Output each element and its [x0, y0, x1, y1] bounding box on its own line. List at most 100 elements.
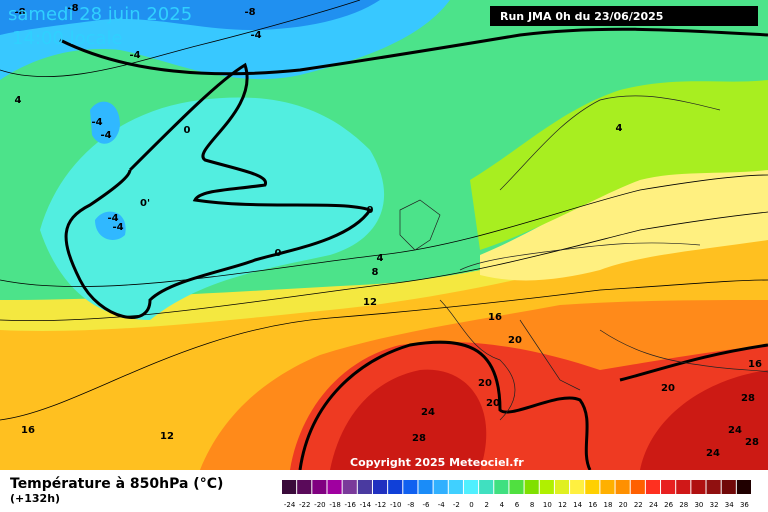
scale-label: 16 [588, 501, 597, 509]
contour-label: 16 [21, 425, 35, 436]
scale-label: -22 [299, 501, 310, 509]
contour-label: 24 [728, 425, 742, 436]
contour-label: 0' [140, 198, 150, 209]
scale-label: 20 [619, 501, 628, 509]
contour-label: 20 [508, 335, 522, 346]
contour-label: 0 [184, 125, 191, 136]
contour-label: 4 [377, 253, 384, 264]
contour-label: 24 [421, 407, 435, 418]
scale-swatch [403, 480, 418, 494]
scale-label: -20 [314, 501, 325, 509]
contour-label: -4 [112, 222, 123, 233]
scale-swatch [706, 480, 721, 494]
scale-label: 2 [484, 501, 488, 509]
scale-swatch [661, 480, 676, 494]
contour-label: 28 [745, 437, 759, 448]
scale-swatch [554, 480, 570, 494]
scale-swatch [615, 480, 630, 494]
scale-label: 30 [694, 501, 703, 509]
scale-swatch [418, 480, 433, 494]
contour-label: 28 [741, 393, 755, 404]
scale-swatch [736, 480, 751, 494]
scale-swatch [282, 480, 297, 494]
scale-label: -2 [453, 501, 460, 509]
scale-label: 12 [558, 501, 567, 509]
scale-label: 22 [634, 501, 643, 509]
footer-title: Température à 850hPa (°C) [10, 476, 223, 492]
scale-swatch [570, 480, 585, 494]
scale-label: -24 [284, 501, 296, 509]
contour-label: -8 [67, 3, 78, 14]
scale-label: 24 [649, 501, 658, 509]
isotherm-thin [0, 0, 768, 421]
scale-swatch [676, 480, 691, 494]
scale-label: 0 [469, 501, 473, 509]
scale-swatch [494, 480, 509, 494]
temperature-zone [90, 101, 126, 240]
temperature-zone [0, 0, 450, 80]
date-label: samedi 28 juin 2025 [8, 4, 192, 25]
copyright: Copyright 2025 Meteociel.fr [350, 456, 524, 469]
contour-label: 16 [748, 359, 762, 370]
color-scale: -24 -22 -20 -18 -16 -14 -12 -10 -8 -6 -4 -2 0 2 4 6 8 10 1… [282, 480, 751, 509]
contour-label: 20 [661, 383, 675, 394]
scale-label: 6 [515, 501, 520, 509]
scale-label: 10 [543, 501, 552, 509]
contour-label: -8 [244, 7, 255, 18]
contour-label: -4 [250, 30, 261, 41]
scale-swatch [297, 480, 312, 494]
scale-swatch [312, 480, 327, 494]
scale-swatch [448, 480, 463, 494]
scale-swatch [721, 480, 736, 494]
scale-swatch [463, 480, 479, 494]
contour-label: -4 [107, 213, 118, 224]
scale-label: -18 [329, 501, 340, 509]
temperature-zone [40, 97, 385, 320]
contour-label: 12 [363, 297, 377, 308]
contour-label: -8 [14, 7, 25, 18]
scale-swatch [479, 480, 494, 494]
contour-label: 20 [478, 378, 492, 389]
temperature-zone [0, 0, 380, 35]
scale-swatch [524, 480, 539, 494]
temperature-zone [330, 369, 487, 470]
scale-label: 36 [740, 501, 749, 509]
scale-label: -16 [345, 501, 357, 509]
scale-swatch [342, 480, 357, 494]
contour-label: -4 [91, 117, 102, 128]
scale-swatch [539, 480, 554, 494]
scale-swatch [645, 480, 661, 494]
scale-swatch [433, 480, 448, 494]
scale-swatch [585, 480, 600, 494]
scale-swatch [327, 480, 342, 494]
scale-label: 26 [664, 501, 673, 509]
contour-label: 24 [706, 448, 720, 459]
coastline [399, 95, 768, 421]
contour-label: 16 [488, 312, 502, 323]
contour-label: 4 [15, 95, 22, 106]
scale-label: -4 [438, 501, 446, 509]
contour-label: -4 [100, 130, 111, 141]
scale-label: 14 [573, 501, 582, 509]
temperature-zone [640, 370, 768, 470]
time-label: 14:00 locale [12, 28, 123, 49]
scale-label: 8 [530, 501, 534, 509]
contour-label: 28 [412, 433, 426, 444]
scale-swatch [630, 480, 645, 494]
contour-label: 20 [486, 398, 500, 409]
scale-label: -8 [407, 501, 414, 509]
contour-label: 4 [616, 123, 623, 134]
scale-swatch [600, 480, 615, 494]
temperature-zone [480, 165, 768, 281]
scale-swatch [509, 480, 524, 494]
scale-swatch [372, 480, 388, 494]
contour-label: 0 [367, 205, 374, 216]
footer-lead: (+132h) [10, 492, 60, 505]
scale-label: 18 [604, 501, 613, 509]
scale-swatch [357, 480, 372, 494]
scale-label: -10 [390, 501, 401, 509]
contour-label: 0 [275, 248, 282, 259]
scale-label: -6 [423, 501, 431, 509]
